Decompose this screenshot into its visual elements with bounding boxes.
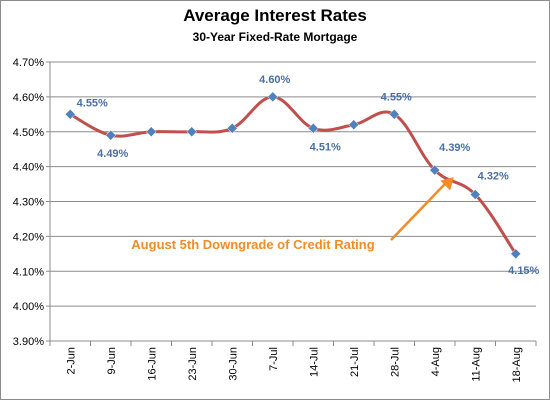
y-tick-label: 4.50% xyxy=(13,127,44,139)
x-tick-label: 7-Jul xyxy=(268,347,280,371)
data-label: 4.60% xyxy=(259,74,290,86)
data-labels: 4.55% 4.49% 4.60% 4.51% 4.55% 4.39% 4.32% 4.15% xyxy=(77,74,540,277)
x-tick-label: 23-Jun xyxy=(187,347,199,381)
x-tick-label: 2-Jun xyxy=(65,347,77,375)
data-point xyxy=(226,122,238,134)
x-tick-label: 28-Jul xyxy=(389,347,401,377)
annotation-arrow-shaft xyxy=(390,182,447,241)
x-tick-label: 14-Jul xyxy=(308,347,320,377)
series-layer xyxy=(64,91,522,260)
data-point xyxy=(307,122,319,134)
y-tick-label: 4.00% xyxy=(13,301,44,313)
data-label: 4.49% xyxy=(97,148,128,160)
y-tick-label: 4.20% xyxy=(13,231,44,243)
x-tick-label: 21-Jul xyxy=(349,347,361,377)
data-point xyxy=(64,108,76,120)
x-tick-label: 4-Aug xyxy=(430,347,442,376)
data-label: 4.32% xyxy=(478,171,509,183)
y-tick-label: 4.40% xyxy=(13,162,44,174)
data-label: 4.55% xyxy=(381,91,412,103)
x-tick-label: 18-Aug xyxy=(511,347,523,382)
x-tick-label: 16-Jun xyxy=(146,347,158,381)
x-tick-label: 30-Jun xyxy=(227,347,239,381)
annotation-text: August 5th Downgrade of Credit Rating xyxy=(131,237,374,252)
x-axis-ticks: 2-Jun 9-Jun 16-Jun 23-Jun 30-Jun 7-Jul 14-Jul 2… xyxy=(65,347,523,382)
y-tick-label: 4.70% xyxy=(13,57,44,69)
data-point xyxy=(267,91,279,103)
series-line xyxy=(69,95,517,255)
data-point xyxy=(145,126,157,138)
data-point xyxy=(510,248,522,260)
data-label: 4.55% xyxy=(77,97,108,109)
gridlines xyxy=(50,61,536,342)
data-point xyxy=(429,164,441,176)
y-tick-label: 4.60% xyxy=(13,92,44,104)
data-label: 4.51% xyxy=(310,141,341,153)
chart-subtitle: 30-Year Fixed-Rate Mortgage xyxy=(192,30,358,44)
chart-title: Average Interest Rates xyxy=(183,6,367,25)
y-tick-label: 3.90% xyxy=(13,336,44,348)
data-point xyxy=(469,189,481,200)
axes xyxy=(46,61,537,346)
y-axis-ticks: 3.90% 4.00% 4.10% 4.20% 4.30% 4.40% 4.50% 4.60%… xyxy=(13,57,44,348)
data-label: 4.15% xyxy=(508,265,539,277)
annotation-layer: August 5th Downgrade of Credit Rating xyxy=(131,177,454,252)
y-tick-label: 4.10% xyxy=(13,266,44,278)
x-tick-label: 11-Aug xyxy=(470,347,482,382)
annotation-arrowhead xyxy=(440,177,454,191)
data-label: 4.39% xyxy=(439,142,470,154)
data-point xyxy=(388,108,400,120)
x-tick-label: 9-Jun xyxy=(106,347,118,375)
data-point xyxy=(348,119,360,131)
y-tick-label: 4.30% xyxy=(13,197,44,209)
data-point xyxy=(105,129,117,141)
data-point xyxy=(186,126,198,138)
